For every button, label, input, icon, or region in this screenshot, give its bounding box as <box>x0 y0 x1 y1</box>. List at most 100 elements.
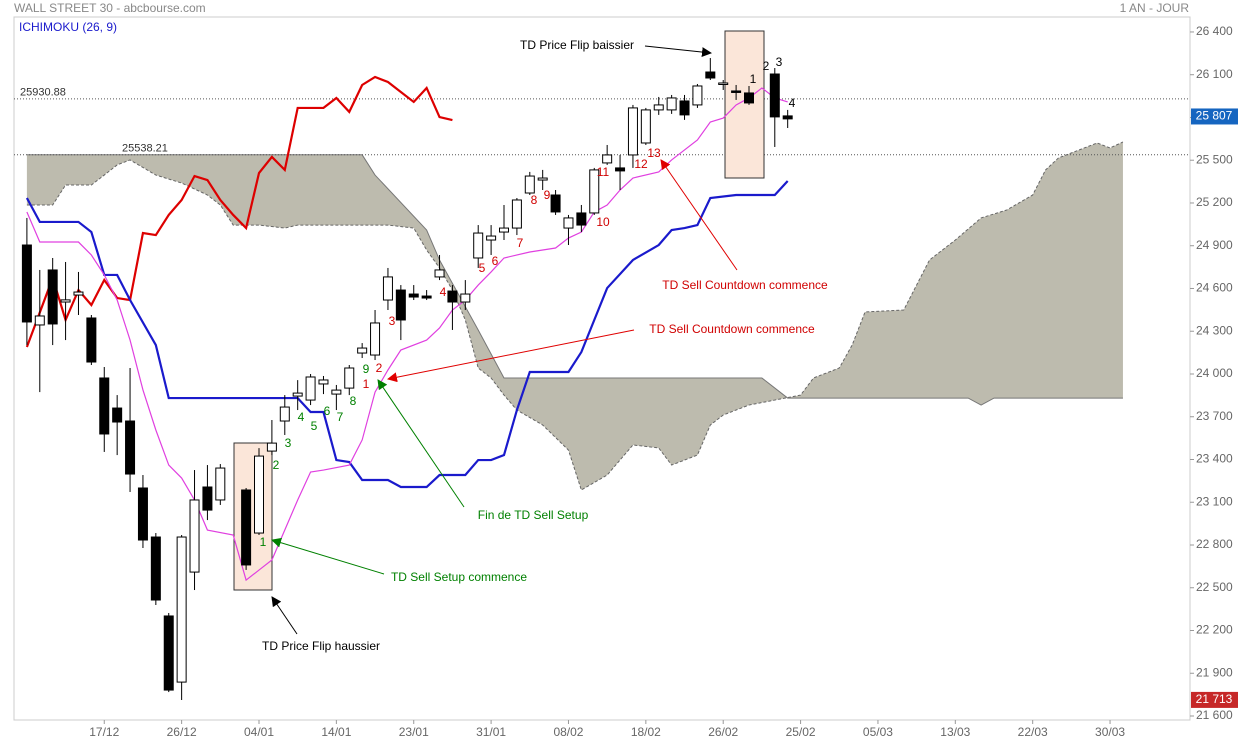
annotation: 6 <box>492 254 499 268</box>
candle-body <box>731 90 742 93</box>
x-tick-label: 23/01 <box>399 725 429 739</box>
candle-body <box>99 377 110 435</box>
y-tick-label: 23 400 <box>1196 452 1233 466</box>
candle-body <box>615 167 626 172</box>
y-tick-label: 24 600 <box>1196 281 1233 295</box>
annotation: TD Sell Setup commence <box>391 570 527 584</box>
candle-body <box>125 420 136 475</box>
candle-body <box>473 232 484 259</box>
x-tick-label: 25/02 <box>786 725 816 739</box>
x-tick-label: 17/12 <box>89 725 119 739</box>
x-tick-label: 26/02 <box>708 725 738 739</box>
candle-body <box>408 293 419 298</box>
candle-body <box>537 177 548 181</box>
candle-body <box>460 293 471 303</box>
annotation: 8 <box>350 394 357 408</box>
indicator-line <box>25 75 453 348</box>
annotation: 1 <box>363 377 370 391</box>
x-tick-label: 26/12 <box>167 725 197 739</box>
candle-body <box>163 615 174 691</box>
y-tick-label: 21 900 <box>1196 665 1233 679</box>
x-tick-label: 08/02 <box>553 725 583 739</box>
candle-body <box>202 486 213 511</box>
candle-body <box>640 109 651 144</box>
annotation: 6 <box>324 404 331 418</box>
arrow <box>644 45 712 58</box>
cloud <box>26 141 1123 490</box>
annotation: 5 <box>479 261 486 275</box>
x-tick-label: 14/01 <box>321 725 351 739</box>
candle-body <box>34 315 45 326</box>
x-tick-label: 31/01 <box>476 725 506 739</box>
level-label: 25538.21 <box>122 143 168 155</box>
cloud-span-b <box>26 154 1123 406</box>
candle-body <box>524 175 535 194</box>
indicator-label: ICHIMOKU (26, 9) <box>19 20 117 34</box>
annotation: 4 <box>298 410 305 424</box>
annotation: 9 <box>363 362 370 376</box>
annotation: 12 <box>634 157 648 171</box>
x-tick-label: 05/03 <box>863 725 893 739</box>
candle-body <box>21 244 32 323</box>
candle-body <box>176 536 187 683</box>
y-tick-label: 22 200 <box>1196 623 1233 637</box>
annotation: 7 <box>517 236 524 250</box>
candle-body <box>782 115 793 120</box>
y-tick-label: 25 200 <box>1196 195 1233 209</box>
level-label: 25930.88 <box>20 87 66 99</box>
candle-body <box>331 389 342 395</box>
annotation: 11 <box>597 165 610 179</box>
candle-body <box>653 104 664 111</box>
annotation: 13 <box>647 146 661 160</box>
annotation: 4 <box>440 285 447 299</box>
candle-body <box>137 487 148 541</box>
y-tick-label: 26 100 <box>1196 67 1233 81</box>
chart-subtitle: 1 AN - JOUR <box>1120 1 1190 15</box>
annotation: 1 <box>750 72 757 86</box>
candle-body <box>254 455 264 534</box>
candle-body <box>627 107 638 156</box>
y-tick-label: 25 500 <box>1196 152 1233 166</box>
candle-body <box>434 269 445 278</box>
y-tick-label: 22 800 <box>1196 537 1233 551</box>
candle-body <box>511 199 522 229</box>
candle-body <box>357 347 368 354</box>
candles-layer <box>21 58 793 701</box>
y-tick-label: 24 000 <box>1196 366 1233 380</box>
annotation: 4 <box>789 96 796 110</box>
candle-body <box>692 85 703 106</box>
annotation: 1 <box>260 535 267 549</box>
candle-body <box>292 392 303 397</box>
candle-body <box>705 71 716 79</box>
candle-body <box>344 367 355 389</box>
annotation: 2 <box>763 59 770 73</box>
candle-body <box>589 169 600 214</box>
annotation: 3 <box>776 55 783 69</box>
candle-body <box>744 92 754 104</box>
arrow <box>271 596 298 635</box>
price-tag <box>1191 691 1238 708</box>
candle-body <box>769 73 780 118</box>
candle-body <box>370 322 381 356</box>
candle-body <box>215 467 226 501</box>
indicator-line <box>25 180 789 489</box>
candle-body <box>447 290 458 303</box>
candle-body <box>486 235 497 241</box>
y-tick-label: 22 500 <box>1196 580 1233 594</box>
candle-body <box>499 227 509 233</box>
arrow <box>660 159 738 271</box>
candle-body <box>86 317 97 363</box>
price-tag-label: 25 807 <box>1196 109 1233 123</box>
annotation: 8 <box>531 193 538 207</box>
candle-body <box>112 407 123 423</box>
candle-body <box>241 489 252 566</box>
candle-body <box>73 291 84 296</box>
x-tick-label: 30/03 <box>1095 725 1125 739</box>
annotation: TD Sell Countdown commence <box>662 278 828 292</box>
y-tick-label: 23 100 <box>1196 494 1233 508</box>
annotation: 2 <box>273 458 280 472</box>
x-tick-label: 04/01 <box>244 725 274 739</box>
